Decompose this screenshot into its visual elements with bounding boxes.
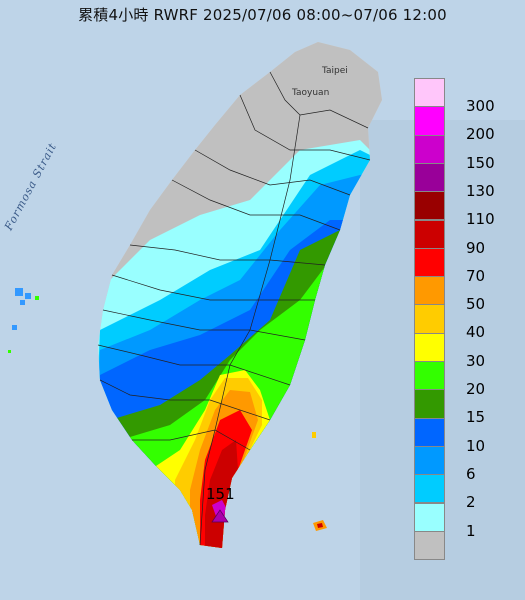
legend-label: 6 (466, 464, 476, 483)
legend-swatch (414, 502, 445, 532)
place-taipei: Taipei (322, 66, 348, 76)
legend-label: 2 (466, 493, 476, 512)
legend-swatch (414, 530, 445, 561)
legend-swatch (414, 134, 445, 164)
legend-label: 20 (466, 380, 486, 398)
legend-swatch (414, 445, 445, 476)
map-title: 累積4小時 RWRF 2025/07/06 08:00~07/06 12:00 (78, 6, 447, 24)
legend-label: 10 (466, 436, 486, 455)
legend-swatch (414, 417, 445, 447)
legend-label: 90 (466, 238, 486, 257)
county-boundaries (97, 71, 371, 546)
legend-label: 40 (466, 323, 486, 342)
legend-swatch (414, 219, 445, 249)
legend-label: 50 (466, 295, 486, 314)
legend-swatch (414, 78, 445, 108)
place-taoyuan: Taoyuan (292, 88, 330, 98)
legend-swatch (414, 162, 445, 193)
legend-swatch (414, 106, 445, 136)
legend-label: 300 (466, 97, 495, 115)
legend-swatch (414, 389, 445, 419)
legend-label: 15 (466, 408, 486, 427)
legend-swatch (414, 276, 445, 306)
max-marker-icon (211, 509, 229, 523)
legend-label: 150 (466, 153, 495, 172)
legend-swatch (414, 304, 445, 334)
legend-swatch (414, 247, 445, 278)
legend-swatch (414, 474, 445, 504)
legend-label: 30 (466, 351, 486, 370)
legend-swatch (414, 191, 445, 221)
legend-label: 110 (466, 210, 495, 229)
outlying-island-east (312, 432, 316, 438)
max-rainfall-label: 151 (206, 485, 235, 503)
legend-label: 1 (466, 521, 476, 540)
legend-label: 130 (466, 181, 495, 200)
penghu-islands (8, 288, 39, 353)
legend-swatch (414, 332, 445, 362)
legend-swatch (414, 361, 445, 391)
legend-label: 200 (466, 125, 495, 144)
legend-label: 70 (466, 266, 486, 285)
